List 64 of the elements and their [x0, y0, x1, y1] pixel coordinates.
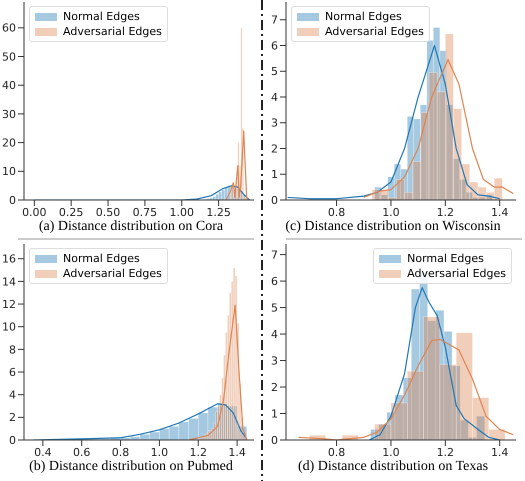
legend-label: Adversarial Edges	[407, 266, 506, 281]
y-tick-label: 1	[271, 168, 278, 182]
text: (d) Distance distribution on Texas	[296, 459, 490, 475]
y-tick-label: 5	[271, 301, 278, 314]
legend-label: Normal Edges	[63, 9, 140, 24]
y-tick-label: 3	[271, 116, 278, 130]
text: (b) Distance distribution on Pubmed	[28, 459, 234, 475]
text: (a) Distance distribution on Cora	[38, 219, 224, 235]
y-tick-label: 4	[9, 388, 16, 402]
y-tick-label: 12	[2, 298, 16, 311]
y-tick-label: 0	[9, 194, 16, 207]
y-tick-label: 3	[271, 354, 278, 368]
y-tick-label: 10	[2, 320, 16, 334]
legend-label: Adversarial Edges	[63, 266, 162, 281]
x-tick-label: 1.2	[190, 446, 207, 459]
x-tick-label: 1.2	[436, 206, 454, 219]
x-tick-label: 0.8	[112, 446, 130, 459]
y-tick-label: 4	[271, 328, 278, 341]
x-tick-label: 0.8	[328, 446, 346, 459]
x-tick-label: 1.00	[170, 206, 194, 219]
legend-label: Normal Edges	[407, 251, 484, 266]
y-tick-label: 0	[271, 194, 278, 207]
x-tick-label: 1.0	[382, 206, 400, 219]
y-tick-label: 50	[2, 50, 16, 64]
y-tick-label: 10	[2, 165, 16, 178]
legend-label: Adversarial Edges	[63, 24, 162, 39]
y-tick-label: 6	[9, 366, 16, 379]
x-tick-label: 1.4	[490, 446, 508, 459]
x-tick-label: 0.00	[22, 206, 47, 219]
legend-label: Adversarial Edges	[325, 24, 424, 39]
y-tick-label: 0	[9, 434, 16, 447]
y-tick-label: 30	[2, 108, 16, 121]
y-tick-label: 1	[271, 407, 278, 420]
y-tick-label: 8	[9, 343, 16, 356]
y-tick-label: 20	[2, 136, 16, 150]
y-tick-label: 0	[271, 434, 278, 447]
legend-label: Normal Edges	[325, 9, 402, 24]
y-tick-label: 7	[271, 14, 278, 27]
y-tick-label: 2	[271, 380, 278, 394]
y-tick-label: 6	[271, 39, 278, 52]
x-tick-label: 0.6	[72, 446, 90, 459]
x-tick-label: 1.4	[490, 206, 508, 219]
x-tick-label: 0.4	[34, 446, 52, 459]
x-tick-label: 0.50	[96, 206, 120, 219]
y-tick-label: 60	[2, 22, 16, 35]
x-tick-label: 1.2	[436, 446, 454, 459]
x-tick-label: 1.0	[382, 446, 400, 459]
y-tick-label: 7	[271, 248, 278, 262]
x-tick-label: 0.75	[132, 206, 158, 219]
y-tick-label: 14	[2, 275, 16, 288]
x-tick-label: 1.4	[228, 446, 246, 459]
y-tick-label: 4	[271, 90, 278, 104]
x-tick-label: 0.8	[328, 206, 346, 219]
x-tick-label: 1.25	[206, 206, 231, 219]
y-tick-label: 16	[2, 252, 16, 266]
y-tick-label: 5	[271, 65, 278, 78]
x-tick-label: 1.0	[150, 446, 168, 459]
x-tick-label: 0.25	[58, 206, 84, 219]
legend-label: Normal Edges	[63, 251, 140, 266]
y-tick-label: 2	[271, 142, 278, 156]
text: (c) Distance distribution on Wisconsin	[284, 219, 502, 235]
y-tick-label: 2	[9, 411, 16, 424]
y-tick-label: 40	[2, 79, 16, 92]
y-tick-label: 6	[271, 274, 278, 288]
